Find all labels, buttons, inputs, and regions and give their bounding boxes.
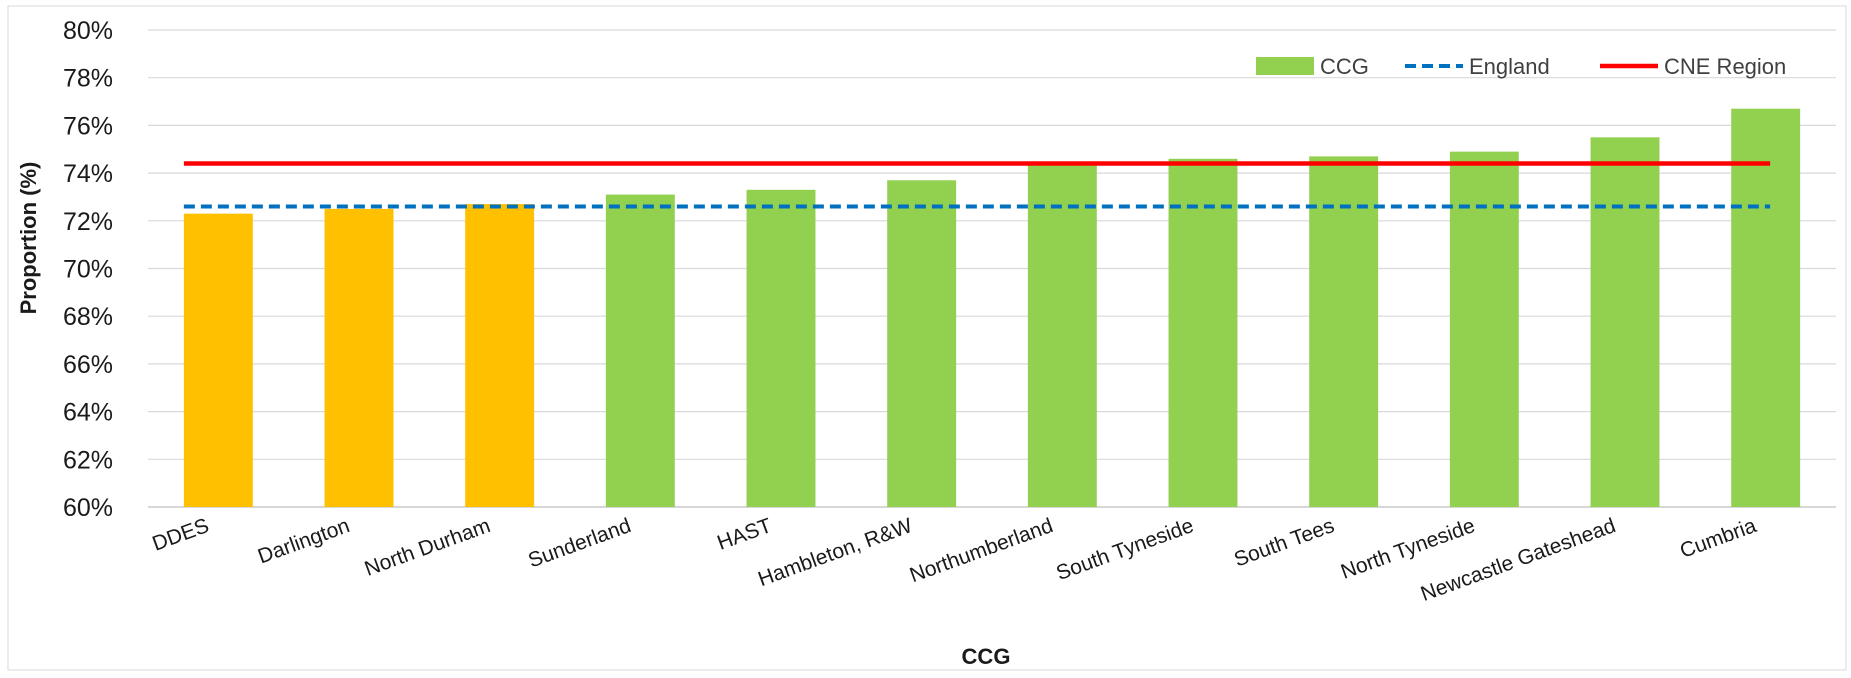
legend-label: England: [1469, 54, 1550, 79]
bar: [1731, 108, 1801, 507]
legend: CCG England CNE Region: [1256, 54, 1786, 79]
bars: [183, 108, 1801, 508]
y-tick-label: 68%: [63, 303, 113, 331]
y-tick-label: 72%: [63, 208, 113, 236]
y-tick-label: 60%: [63, 494, 113, 522]
bar: [605, 194, 675, 507]
legend-swatch-bar: [1256, 57, 1314, 75]
bar: [1449, 151, 1519, 507]
bar: [183, 213, 253, 507]
y-tick-label: 64%: [63, 399, 113, 427]
legend-label: CNE Region: [1664, 54, 1786, 79]
bar: [1309, 156, 1379, 507]
y-tick-label: 62%: [63, 446, 113, 474]
y-tick-label: 70%: [63, 256, 113, 284]
y-tick-label: 80%: [63, 17, 113, 45]
bar: [465, 204, 535, 508]
reference-lines: [183, 161, 1771, 209]
bar: [887, 180, 957, 507]
bar: [1168, 158, 1238, 508]
y-tick-label: 66%: [63, 351, 113, 379]
bar: [324, 208, 394, 507]
y-axis-ticks: 60% 62% 64% 66% 68% 70% 72% 74% 76% 78% 80%: [63, 17, 113, 522]
bar: [1027, 163, 1097, 507]
bar: [746, 189, 816, 508]
bar: [1590, 137, 1660, 507]
x-axis-title: CCG: [962, 644, 1011, 669]
y-tick-label: 76%: [63, 112, 113, 140]
y-axis-title: Proportion (%): [16, 162, 41, 315]
gridlines: [148, 29, 1836, 508]
y-tick-label: 78%: [63, 65, 113, 93]
legend-label: CCG: [1320, 54, 1369, 79]
y-tick-label: 74%: [63, 160, 113, 188]
